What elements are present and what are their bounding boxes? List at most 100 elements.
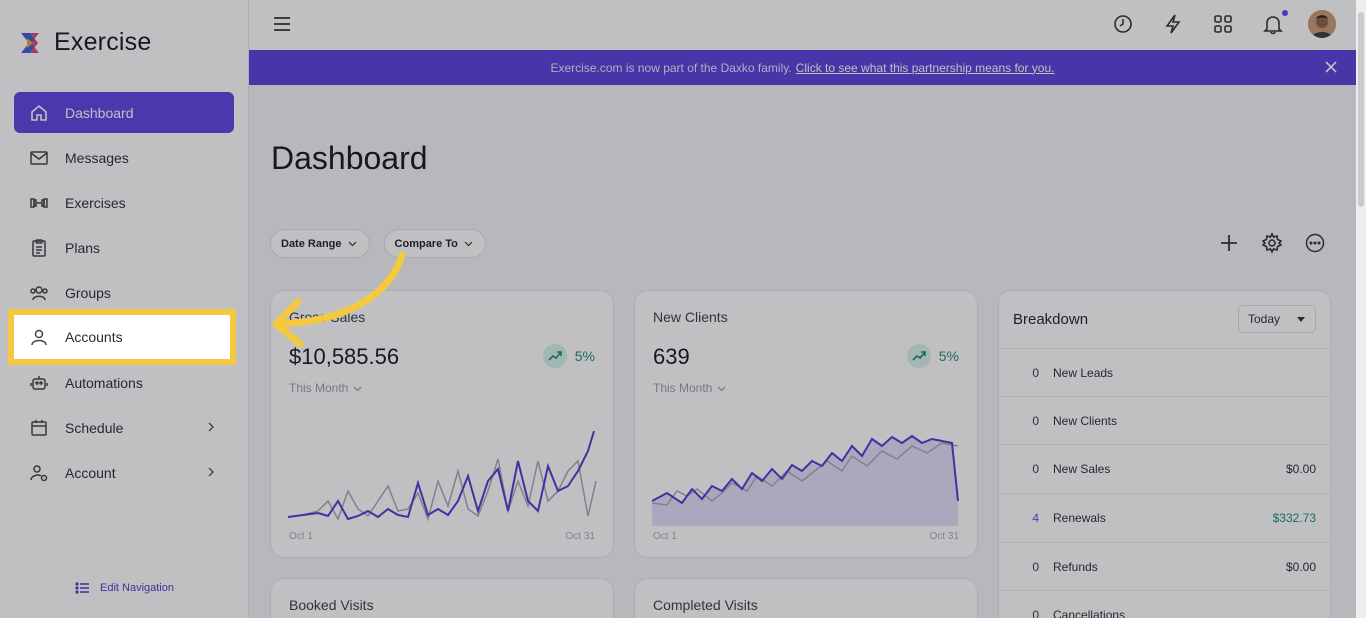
breakdown-title: Breakdown [1013, 311, 1089, 328]
users-icon [29, 283, 49, 303]
breakdown-row-refunds[interactable]: 0 Refunds $0.00 [999, 542, 1330, 590]
caret-down-icon [1297, 317, 1305, 322]
highlighted-sidebar-item-accounts[interactable]: Accounts [14, 315, 230, 359]
current-line [652, 434, 959, 505]
row-count: 0 [1032, 413, 1039, 428]
page-title: Dashboard [271, 140, 428, 176]
sidebar-nav: Dashboard Messages Exercises Plans Group… [14, 92, 234, 497]
trend-up-icon [542, 344, 567, 368]
sidebar-item-plans[interactable]: Plans [14, 227, 234, 268]
app-name: Exercise [54, 28, 152, 56]
row-label: Renewals [1053, 510, 1106, 525]
row-value: $0.00 [1285, 559, 1316, 574]
trend-value: 5% [574, 348, 595, 364]
close-icon[interactable] [1324, 60, 1338, 74]
completed-visits-card[interactable]: Completed Visits [634, 578, 978, 618]
new-clients-card[interactable]: New Clients 639 5% This Month Oct 1 Oct … [634, 290, 978, 558]
announcement-banner: Exercise.com is now part of the Daxko fa… [249, 50, 1356, 85]
period-selector[interactable]: This Month [653, 381, 726, 395]
plus-icon[interactable] [1218, 232, 1240, 254]
booked-visits-card[interactable]: Booked Visits [270, 578, 614, 618]
bell-icon[interactable] [1262, 10, 1288, 35]
user-settings-icon [29, 463, 49, 483]
period-label: This Month [653, 381, 713, 395]
user-icon [31, 329, 47, 346]
row-label: New Clients [1053, 413, 1118, 428]
gross-sales-card[interactable]: Gross Sales $10,585.56 5% This Month Oct… [270, 290, 614, 558]
sidebar-item-groups[interactable]: Groups [14, 272, 234, 313]
scrollbar-thumb[interactable] [1358, 12, 1364, 207]
row-label: Refunds [1053, 559, 1098, 574]
edit-navigation-label: Edit Navigation [100, 582, 174, 594]
sales-sparkline [288, 431, 597, 522]
clipboard-icon [29, 238, 49, 258]
compare-to-label: Compare To [394, 237, 458, 250]
breakdown-period-value: Today [1248, 312, 1281, 326]
sidebar-item-label: Plans [65, 239, 101, 256]
chevron-down-icon [717, 386, 726, 391]
card-title: Completed Visits [653, 597, 758, 613]
apps-grid-icon[interactable] [1212, 13, 1234, 35]
comparison-line [652, 442, 959, 506]
dashboard-actions [1197, 232, 1326, 254]
chevron-down-icon [353, 386, 362, 391]
card-value: 639 [653, 344, 690, 369]
breakdown-row-new-leads[interactable]: 0 New Leads [999, 348, 1330, 396]
row-label: New Sales [1053, 461, 1111, 476]
breakdown-period-select[interactable]: Today [1238, 305, 1316, 333]
sidebar-item-label: Schedule [65, 419, 124, 436]
chevron-down-icon [464, 241, 473, 247]
sidebar-item-schedule[interactable]: Schedule [14, 407, 234, 448]
history-icon[interactable] [1112, 13, 1134, 35]
sidebar-item-label: Groups [65, 284, 111, 301]
app-logo[interactable]: Exercise [18, 28, 151, 57]
sidebar-item-account[interactable]: Account [14, 452, 234, 493]
chevron-right-icon [208, 422, 214, 432]
sidebar: Exercise Dashboard Messages Exercises Pl… [0, 0, 249, 618]
date-range-label: Date Range [281, 237, 342, 250]
lightning-icon[interactable] [1162, 13, 1184, 35]
gear-icon[interactable] [1261, 232, 1283, 254]
sidebar-item-exercises[interactable]: Exercises [14, 182, 234, 223]
calendar-icon [29, 418, 49, 438]
sidebar-item-automations[interactable]: Automations [14, 362, 234, 403]
trend-badge: 5% [906, 344, 959, 368]
edit-navigation-link[interactable]: Edit Navigation [75, 580, 174, 596]
sidebar-item-label: Account [65, 464, 116, 481]
more-icon[interactable] [1304, 232, 1326, 254]
menu-icon[interactable] [273, 16, 291, 32]
date-range-filter[interactable]: Date Range [270, 229, 370, 258]
sidebar-item-label: Messages [65, 149, 129, 166]
breakdown-row-new-sales[interactable]: 0 New Sales $0.00 [999, 444, 1330, 492]
sidebar-item-label: Dashboard [65, 104, 134, 121]
trend-value: 5% [938, 348, 959, 364]
sidebar-item-dashboard[interactable]: Dashboard [14, 92, 234, 133]
clients-sparkline [652, 434, 959, 526]
sidebar-item-label: Exercises [65, 194, 126, 211]
robot-icon [29, 373, 49, 393]
x-axis-start: Oct 1 [289, 531, 313, 542]
page-scrollbar[interactable] [1356, 0, 1366, 618]
mail-icon [29, 148, 49, 168]
card-value: $10,585.56 [289, 344, 400, 369]
breakdown-card: Breakdown Today 0 New Leads 0 New Client… [998, 290, 1331, 618]
logo-icon [21, 32, 39, 53]
period-selector[interactable]: This Month [289, 381, 362, 395]
row-count: 0 [1032, 559, 1039, 574]
row-value: $332.73 [1272, 510, 1316, 525]
avatar[interactable] [1308, 10, 1336, 38]
banner-text: Exercise.com is now part of the Daxko fa… [550, 60, 792, 75]
top-actions [1084, 10, 1336, 38]
breakdown-row-renewals[interactable]: 4 Renewals $332.73 [999, 493, 1330, 541]
trend-up-icon [906, 344, 931, 368]
trend-badge: 5% [542, 344, 595, 368]
notification-dot [1282, 10, 1288, 16]
current-line [288, 431, 595, 521]
row-label: New Leads [1053, 365, 1114, 380]
row-count: 0 [1032, 607, 1039, 618]
list-icon [75, 582, 89, 594]
banner-link[interactable]: Click to see what this partnership means… [795, 60, 1055, 75]
breakdown-row-new-clients[interactable]: 0 New Clients [999, 396, 1330, 444]
breakdown-row-cancellations[interactable]: 0 Cancellations [999, 590, 1330, 618]
sidebar-item-messages[interactable]: Messages [14, 137, 234, 178]
